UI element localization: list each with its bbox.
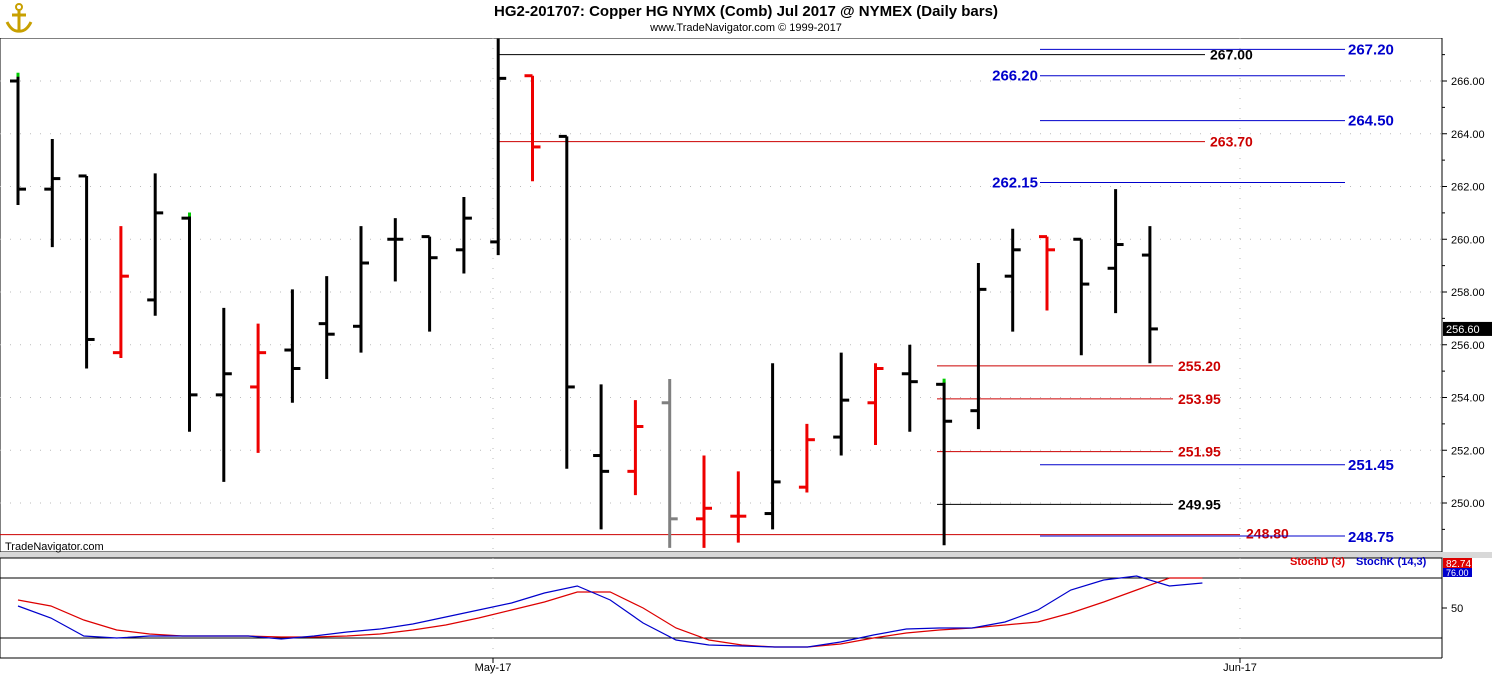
last-price-label: 256.60 bbox=[1446, 324, 1480, 336]
chart-title: HG2-201707: Copper HG NYMX (Comb) Jul 20… bbox=[494, 3, 998, 20]
level-label: 255.20 bbox=[1178, 358, 1221, 374]
bar-tip-marker bbox=[188, 212, 191, 217]
ohlc-bar bbox=[387, 218, 404, 282]
ohlc-bar bbox=[421, 235, 438, 332]
ohlc-bar bbox=[490, 38, 507, 256]
price-tick-label: 264.00 bbox=[1451, 129, 1485, 141]
ohlc-bar bbox=[764, 363, 781, 530]
ohlc-bar bbox=[147, 173, 164, 316]
level-label: 266.20 bbox=[992, 68, 1038, 85]
level-lines: 267.20 267.00 266.20 264.50 263.70 262.15 255.… bbox=[0, 41, 1394, 546]
price-tick-label: 256.00 bbox=[1451, 340, 1485, 352]
ohlc-bar bbox=[44, 139, 61, 248]
price-axis bbox=[1442, 38, 1492, 552]
stochk-last-label: 76.00 bbox=[1446, 568, 1469, 578]
ohlc-bar bbox=[1107, 189, 1124, 314]
level-label: 248.75 bbox=[1348, 529, 1394, 546]
price-gridlines bbox=[0, 38, 1442, 552]
price-tick-label: 266.00 bbox=[1451, 76, 1485, 88]
level-label: 251.95 bbox=[1178, 444, 1221, 460]
ohlc-bar bbox=[558, 134, 575, 469]
watermark-text: TradeNavigator.com bbox=[5, 541, 104, 553]
ohlc-bar bbox=[181, 212, 198, 432]
ohlc-bar bbox=[1039, 235, 1055, 311]
price-tick-label: 250.00 bbox=[1451, 498, 1485, 510]
date-axis bbox=[0, 658, 1492, 677]
price-axis-ticks: 266.00 264.00 262.00 260.00 258.00 256.00 254.… bbox=[1442, 54, 1492, 530]
ohlc-bar bbox=[593, 384, 610, 530]
stochd-last-label: 82.74 bbox=[1446, 559, 1471, 570]
ohlc-bar bbox=[833, 352, 850, 456]
stochastic-pane bbox=[0, 557, 1443, 659]
price-tick-label: 260.00 bbox=[1451, 234, 1485, 246]
legend-stochd: StochD (3) bbox=[1290, 556, 1345, 568]
ohlc-bar bbox=[112, 226, 129, 358]
legend-stochk: StochK (14,3) bbox=[1356, 556, 1427, 568]
stochk-last-box bbox=[1443, 568, 1472, 577]
level-label: 262.15 bbox=[992, 175, 1038, 192]
stochastic-series-line bbox=[17, 575, 1203, 648]
level-label: 267.20 bbox=[1348, 41, 1394, 58]
last-price-box bbox=[1443, 321, 1492, 336]
date-tick-label: May-17 bbox=[475, 662, 512, 674]
ohlc-bar bbox=[455, 197, 472, 274]
bar-tip-marker bbox=[942, 378, 946, 383]
stochd-last-box bbox=[1443, 558, 1472, 568]
ohlc-bar bbox=[901, 344, 918, 432]
ohlc-bar bbox=[524, 74, 541, 182]
price-tick-label: 252.00 bbox=[1451, 445, 1485, 457]
level-label: 267.00 bbox=[1210, 47, 1253, 63]
level-label: 263.70 bbox=[1210, 134, 1253, 150]
bar-tip-marker bbox=[16, 72, 20, 77]
level-label: 251.45 bbox=[1348, 457, 1394, 474]
pane-separator bbox=[0, 552, 1492, 558]
anchor-logo-icon bbox=[5, 3, 33, 33]
date-tick-label: Jun-17 bbox=[1223, 662, 1257, 674]
ohlc-bar bbox=[215, 307, 232, 482]
ohlc-bar bbox=[353, 226, 369, 353]
ohlc-bar bbox=[1073, 237, 1090, 356]
price-pane bbox=[0, 37, 1443, 553]
ohlc-bar bbox=[661, 379, 678, 548]
ohlc-bar bbox=[970, 262, 987, 430]
ohlc-bar bbox=[284, 289, 301, 403]
ohlc-bar bbox=[627, 400, 644, 496]
ohlc-bar bbox=[318, 276, 335, 380]
level-label: 264.50 bbox=[1348, 113, 1394, 130]
level-label: 253.95 bbox=[1178, 391, 1221, 407]
ohlc-bar bbox=[936, 378, 953, 546]
ohlc-bar bbox=[78, 174, 95, 369]
ohlc-bar bbox=[696, 455, 712, 548]
level-label: 248.80 bbox=[1246, 526, 1289, 542]
chart-header: HG2-201707: Copper HG NYMX (Comb) Jul 20… bbox=[0, 0, 1492, 38]
price-tick-label: 254.00 bbox=[1451, 393, 1485, 405]
ohlc-bar bbox=[730, 471, 747, 543]
ohlc-bar bbox=[798, 423, 815, 493]
stochastic-tick-label: 50 bbox=[1451, 603, 1463, 615]
stochastic-lines: StochD (3) StochK (14,3) bbox=[17, 556, 1427, 648]
ohlc-bar bbox=[1141, 226, 1158, 364]
ohlc-bar bbox=[1004, 228, 1021, 332]
level-label: 249.95 bbox=[1178, 496, 1221, 512]
ohlc-bar bbox=[10, 72, 26, 205]
price-tick-label: 258.00 bbox=[1451, 287, 1485, 299]
price-tick-label: 262.00 bbox=[1451, 182, 1485, 194]
price-bars bbox=[10, 38, 1158, 548]
date-axis-labels: May-17 Jun-17 bbox=[475, 658, 1257, 674]
chart-subtitle: www.TradeNavigator.com © 1999-2017 bbox=[650, 22, 842, 34]
ohlc-bar bbox=[250, 323, 267, 453]
ohlc-bar bbox=[867, 363, 884, 445]
